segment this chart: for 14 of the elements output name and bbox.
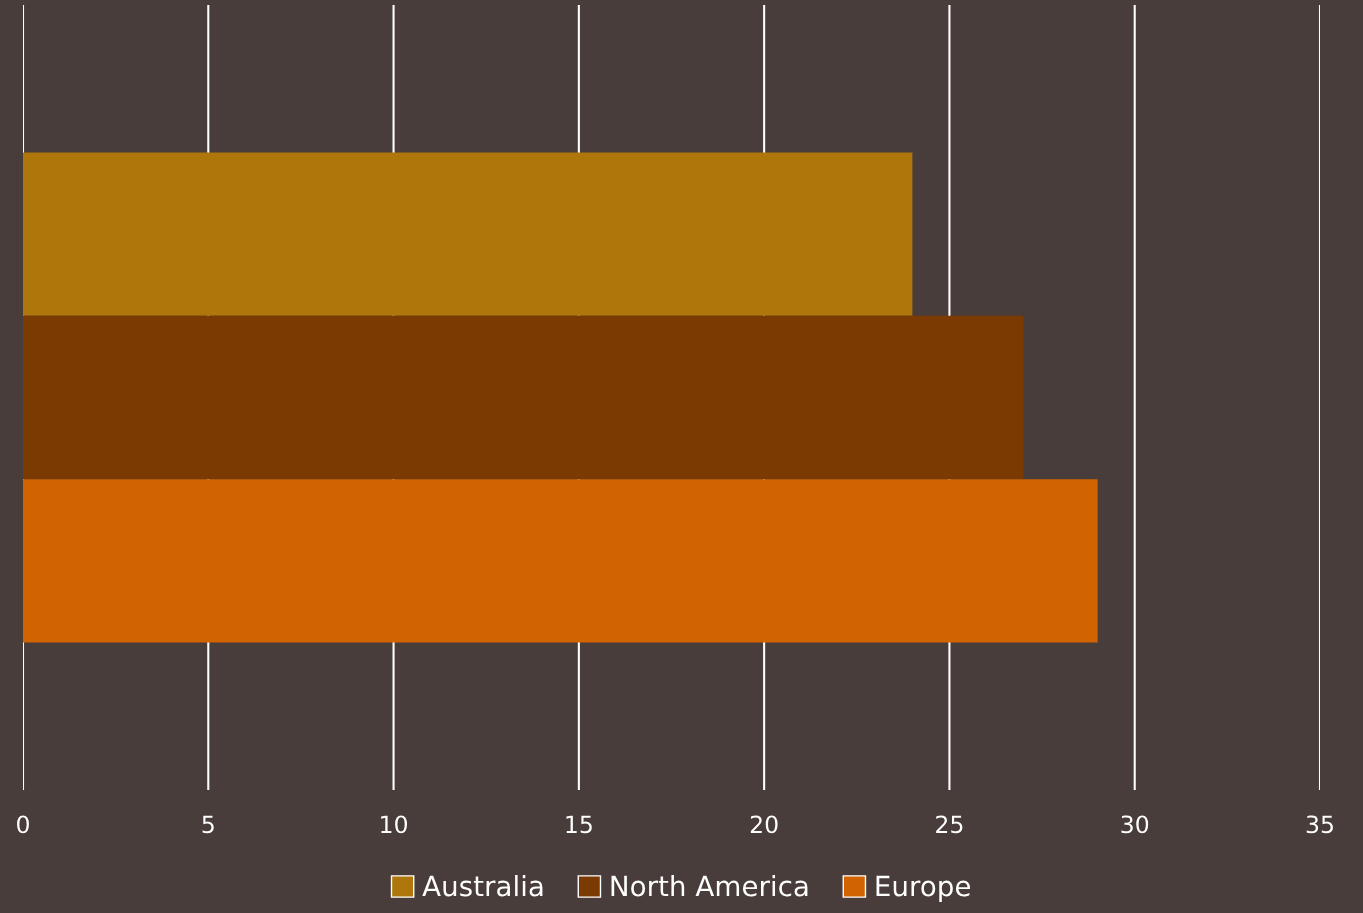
x-tick-label: 25 (936, 815, 963, 834)
legend-label: Australia (422, 875, 543, 897)
x-tick-label: 10 (381, 815, 408, 834)
x-tick-label: 5 (202, 815, 214, 834)
legend-label: North America (611, 875, 808, 897)
x-tick-label: 0 (17, 815, 29, 834)
x-tick-label: 30 (1121, 815, 1149, 834)
bar (23, 152, 913, 316)
legend-label: Europe (876, 875, 970, 902)
x-tick-label: 20 (750, 815, 778, 834)
bar (23, 315, 1024, 480)
x-tick-label: 35 (1306, 815, 1333, 834)
bar (23, 479, 1098, 643)
x-tick-label: 15 (566, 815, 592, 834)
